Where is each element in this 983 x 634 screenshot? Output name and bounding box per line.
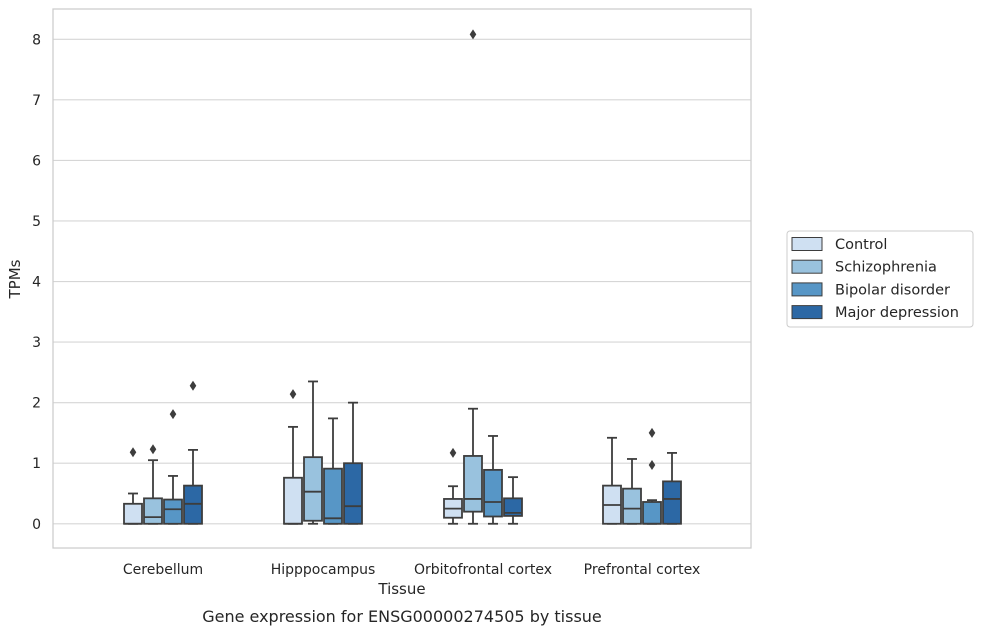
x-tick-label: Prefrontal cortex	[584, 562, 701, 578]
y-tick-label: 6	[32, 153, 41, 169]
outlier-point	[149, 444, 157, 455]
boxes	[123, 29, 682, 525]
box-2-1	[463, 29, 483, 525]
x-tick-label: Cerebellum	[123, 562, 203, 578]
box-body	[642, 501, 662, 525]
outlier-point	[289, 389, 297, 400]
y-tick-label: 5	[32, 214, 41, 230]
box-2-0	[443, 447, 463, 525]
y-tick-label: 8	[32, 32, 41, 48]
legend-swatch	[791, 305, 823, 320]
y-tick-label: 1	[32, 456, 41, 472]
box-3-2	[642, 427, 662, 525]
legend-label: Major depression	[835, 305, 959, 321]
grid-lines	[53, 38, 751, 525]
legend-label: Schizophrenia	[835, 260, 937, 276]
y-tick-label: 3	[32, 335, 41, 351]
legend-label: Bipolar disorder	[835, 282, 950, 298]
box-2-2	[483, 435, 503, 525]
box-3-1	[622, 458, 642, 525]
outlier-point	[648, 427, 656, 438]
figure-caption: Gene expression for ENSG00000274505 by t…	[202, 607, 602, 626]
box-body	[283, 476, 303, 525]
box-1-1	[303, 380, 323, 525]
legend-label: Control	[835, 237, 887, 253]
box-body	[163, 498, 183, 525]
box-0-2	[163, 409, 183, 525]
box-body	[503, 497, 523, 517]
box-0-1	[143, 444, 163, 525]
box-body	[662, 480, 682, 525]
outlier-point	[169, 409, 177, 420]
y-tick-label: 2	[32, 396, 41, 412]
box-body	[622, 487, 642, 525]
x-tick-label: Orbitofrontal cortex	[414, 562, 552, 578]
box-3-0	[602, 436, 622, 525]
box-2-3	[503, 476, 523, 525]
legend: Control Schizophrenia Bipolar disorder Majo…	[786, 230, 974, 328]
legend-swatch	[791, 237, 823, 251]
box-1-0	[283, 389, 303, 525]
outlier-point	[449, 447, 457, 458]
box-0-0	[123, 447, 143, 525]
outlier-point	[189, 380, 197, 391]
plot-area-frame	[52, 8, 752, 549]
x-axis-ticks: Cerebellum Hipppocampus Orbitofrontal cort…	[123, 562, 700, 578]
outlier-point	[129, 447, 137, 458]
box-3-3	[662, 452, 682, 525]
y-axis-label: TPMs	[6, 259, 24, 299]
x-tick-label: Hipppocampus	[271, 562, 376, 578]
outlier-point	[469, 29, 477, 40]
box-1-3	[343, 401, 363, 525]
legend-swatch	[791, 259, 823, 274]
box-body	[143, 497, 163, 525]
box-body	[463, 455, 483, 513]
box-body	[183, 484, 203, 525]
box-body	[483, 468, 503, 518]
y-axis-ticks: 0 1 2 3 4 5 6 7 8	[32, 32, 41, 532]
box-0-3	[183, 380, 203, 525]
y-tick-label: 4	[32, 275, 41, 291]
y-tick-label: 7	[32, 93, 41, 109]
box-body	[343, 462, 363, 525]
outlier-point	[648, 460, 656, 471]
y-tick-label: 0	[32, 517, 41, 533]
box-body	[323, 467, 343, 525]
box-1-2	[323, 417, 343, 525]
box-body	[123, 502, 143, 525]
legend-swatch	[791, 282, 823, 297]
box-body	[303, 456, 323, 522]
legend-frame	[786, 230, 974, 328]
x-axis-label: Tissue	[377, 580, 425, 598]
